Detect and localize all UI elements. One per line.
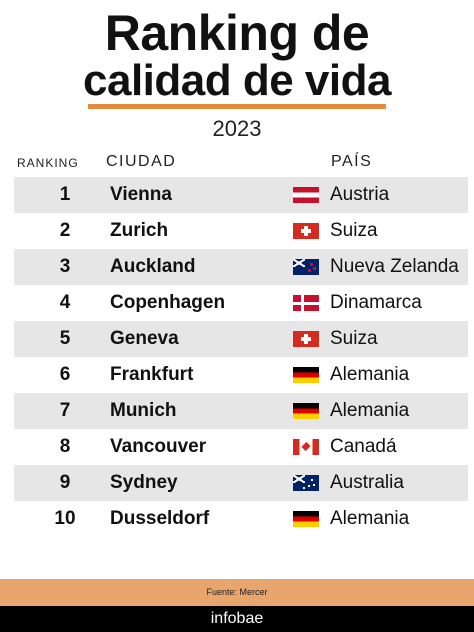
header-city: CIUDAD xyxy=(106,153,177,170)
country-name: Dinamarca xyxy=(330,292,422,313)
city-name: Frankfurt xyxy=(110,364,194,385)
rank-number: 8 xyxy=(59,436,71,457)
header-country: PAÍS xyxy=(331,153,373,170)
city-name: Dusseldorf xyxy=(110,508,210,529)
new-zealand-flag-icon xyxy=(293,259,319,275)
germany-flag-icon xyxy=(293,367,319,383)
country-name: Suiza xyxy=(330,328,378,349)
title-line-1: Ranking de xyxy=(104,5,370,61)
city-name: Zurich xyxy=(110,220,169,241)
canada-flag-icon xyxy=(293,439,319,455)
germany-flag-icon xyxy=(293,511,319,527)
table-row: 4 Copenhagen Dinamarca xyxy=(14,285,468,321)
city-name: Geneva xyxy=(110,328,179,349)
year-label: 2023 xyxy=(212,116,262,141)
table-row: 1 Vienna Austria xyxy=(14,177,468,213)
country-name: Suiza xyxy=(330,220,378,241)
city-name: Munich xyxy=(110,400,177,421)
table-row: 3 Auckland Nueva Zelanda xyxy=(14,249,468,285)
rank-number: 2 xyxy=(59,220,71,241)
germany-flag-icon xyxy=(293,403,319,419)
switzerland-flag-icon xyxy=(293,331,319,347)
city-name: Vancouver xyxy=(110,436,207,457)
footer: Fuente: Mercer infobae xyxy=(0,579,474,632)
city-name: Vienna xyxy=(110,184,172,205)
country-name: Alemania xyxy=(330,364,410,385)
country-name: Nueva Zelanda xyxy=(330,256,459,277)
header-ranking: RANKING xyxy=(17,156,79,170)
rank-number: 6 xyxy=(59,364,71,385)
title-underline xyxy=(88,104,386,109)
table-row: 2 Zurich Suiza xyxy=(14,213,468,249)
australia-flag-icon xyxy=(293,475,319,491)
denmark-flag-icon xyxy=(293,295,319,311)
table-row: 8 Vancouver Canadá xyxy=(14,429,468,465)
country-name: Australia xyxy=(330,472,404,493)
table-row: 5 Geneva Suiza xyxy=(14,321,468,357)
rank-number: 4 xyxy=(59,292,71,313)
country-name: Austria xyxy=(330,184,390,205)
city-name: Sydney xyxy=(110,472,178,493)
rank-number: 9 xyxy=(59,472,71,493)
city-name: Copenhagen xyxy=(110,292,226,313)
table-row: 7 Munich Alemania xyxy=(14,393,468,429)
table-row: 9 Sydney Australia xyxy=(14,465,468,501)
title-line-2: calidad de vida xyxy=(83,56,391,105)
infobae-logo: infobae xyxy=(210,610,264,627)
source-note: Fuente: Mercer xyxy=(0,579,474,606)
rank-number: 5 xyxy=(59,328,71,349)
brand-bar: infobae xyxy=(0,606,474,632)
country-name: Canadá xyxy=(330,436,397,457)
rank-number: 7 xyxy=(59,400,71,421)
table-row: 6 Frankfurt Alemania xyxy=(14,357,468,393)
austria-flag-icon xyxy=(293,187,319,203)
table-row: 10 Dusseldorf Alemania xyxy=(14,501,468,537)
rank-number: 10 xyxy=(54,508,76,529)
rank-number: 3 xyxy=(59,256,71,277)
country-name: Alemania xyxy=(330,400,410,421)
table-header: RANKING CIUDAD PAÍS xyxy=(0,152,474,176)
switzerland-flag-icon xyxy=(293,223,319,239)
city-name: Auckland xyxy=(110,256,196,277)
rank-number: 1 xyxy=(59,184,71,205)
country-name: Alemania xyxy=(330,508,410,529)
ranking-table: 1 Vienna Austria 2 Zurich Suiza 3 Auckla… xyxy=(14,177,468,537)
